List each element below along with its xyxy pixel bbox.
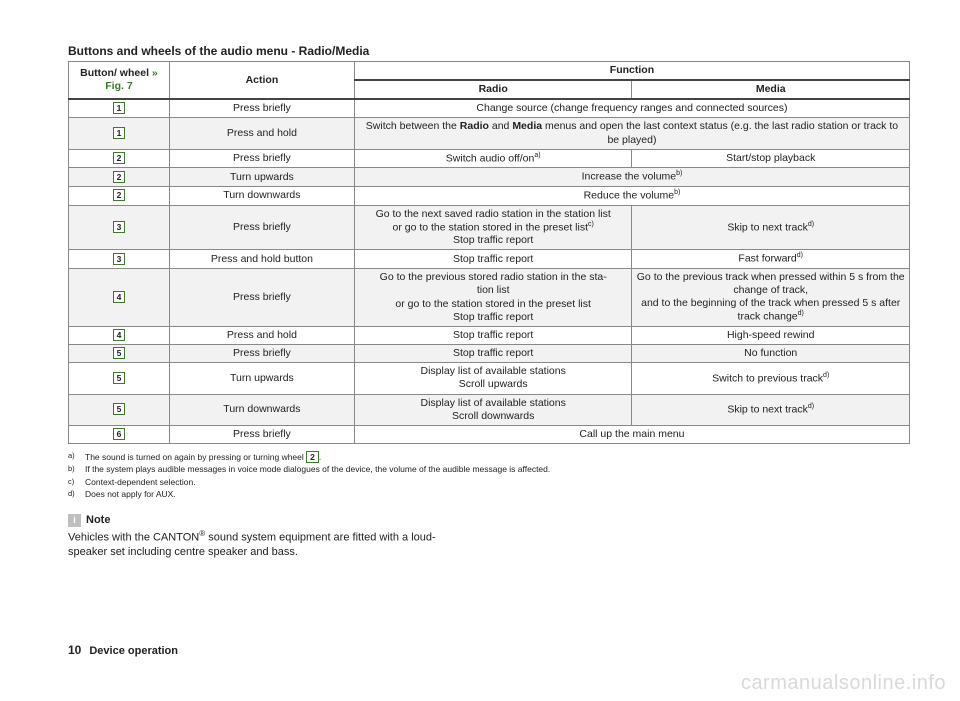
note-title: Note [86,513,110,528]
table-row: 3Press brieflyGo to the next saved radio… [69,205,910,250]
th-radio: Radio [354,80,632,99]
table-row: 4Press brieflyGo to the previous stored … [69,269,910,327]
note-body: Vehicles with the CANTON® sound system e… [68,529,488,560]
page-footer: 10Device operation [68,643,178,657]
info-icon: i [68,514,81,527]
th-media: Media [632,80,910,99]
table-row: 5Turn upwardsDisplay list of available s… [69,363,910,394]
controls-table: Button/ wheel » Fig. 7 Action Function R… [68,61,910,444]
table-row: 1Press and holdSwitch between the Radio … [69,118,910,149]
table-row: 2Turn downwardsReduce the volumeb) [69,186,910,205]
footnotes: a)The sound is turned on again by pressi… [68,451,910,501]
th-action: Action [169,62,354,100]
page-title: Buttons and wheels of the audio menu - R… [68,44,910,58]
table-row: 4Press and holdStop traffic reportHigh-s… [69,327,910,345]
table-row: 3Press and hold buttonStop traffic repor… [69,250,910,269]
table-row: 2Press brieflySwitch audio off/ona)Start… [69,149,910,168]
table-row: 5Turn downwardsDisplay list of available… [69,394,910,425]
th-function: Function [354,62,909,81]
table-row: 6Press brieflyCall up the main menu [69,425,910,443]
table-row: 5Press brieflyStop traffic reportNo func… [69,345,910,363]
note-block: i Note Vehicles with the CANTON® sound s… [68,513,488,560]
table-row: 1Press brieflyChange source (change freq… [69,99,910,118]
th-button-wheel: Button/ wheel » Fig. 7 [69,62,170,100]
watermark: carmanualsonline.info [741,672,946,695]
table-row: 2Turn upwardsIncrease the volumeb) [69,168,910,187]
